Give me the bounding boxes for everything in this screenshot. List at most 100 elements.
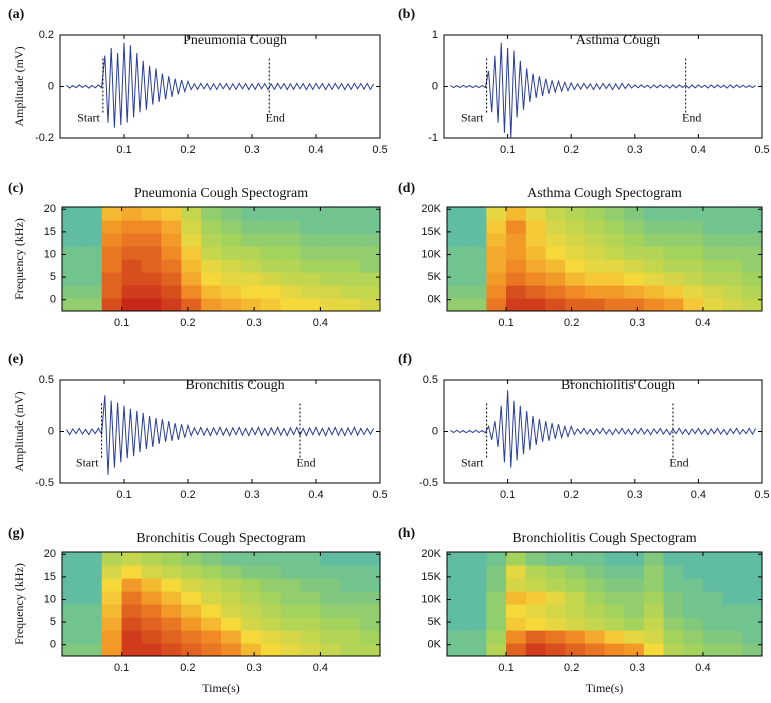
y-tick-label: 0 [48,80,54,92]
heat-cell [742,246,762,260]
heat-cell [201,552,222,566]
heat-cell [663,285,684,299]
heat-cell [604,220,625,234]
heat-cell [320,604,341,618]
heat-cell [604,246,625,260]
heat-cell [447,591,468,605]
heat-cell [486,643,507,656]
heat-cell [486,233,507,247]
heat-cell [584,552,606,566]
heat-cell [161,259,182,273]
y-tick-label: 0K [428,639,442,651]
heat-cell [447,578,468,592]
heat-cell [280,552,302,566]
y-tick-label: 0.5 [423,374,438,386]
heat-cell [320,298,341,311]
heat-cell [221,643,242,656]
heat-cell [683,578,704,592]
heat-cell [466,591,487,605]
heat-cell [447,285,468,299]
x-tick-label: 0.3 [244,489,259,501]
heat-cell [722,565,743,579]
heat-cell [506,578,527,592]
heat-cell [663,259,684,273]
heat-cell [221,298,242,311]
heat-cell [62,552,83,566]
heat-cell [624,604,645,618]
heat-cell [280,630,302,644]
heat-cell [121,578,143,592]
heat-cell [201,298,222,311]
heat-cell [141,272,162,286]
panel-4: Start End 0.1 0.2 0.3 0.4 0.5 -0.5 0 0.5 (e) Bronch… [8,352,388,501]
heat-cell [121,259,143,273]
heat-cell [320,578,341,592]
heat-cell [101,617,123,631]
y-tick-label: -0.2 [35,132,54,144]
x-axis-label: Time(s) [586,681,624,695]
heat-cell [545,643,566,656]
heat-cell [663,578,684,592]
heat-cell [565,220,586,234]
x-tick-label: 0.3 [244,144,259,156]
heat-cell [742,630,762,644]
heat-cell [121,246,143,260]
heat-cell [260,591,282,605]
heat-cell [81,272,103,286]
heat-cell [101,246,123,260]
heat-cell [260,298,282,311]
heat-cell [624,565,645,579]
heat-cell [360,207,380,221]
heat-cell [300,578,321,592]
y-tick-label: 0.2 [39,29,54,41]
heat-cell [663,552,684,566]
y-tick-label: 0 [48,425,54,437]
heat-cell [545,246,566,260]
heat-cell [643,643,665,656]
heat-cell [742,220,762,234]
heat-cell [340,604,361,618]
heat-cell [240,617,262,631]
heat-cell [525,604,547,618]
heat-cell [525,272,547,286]
heat-cell [466,617,487,631]
heat-cell [240,298,262,311]
heat-cell [506,285,527,299]
heat-cell [141,298,162,311]
heat-cell [486,604,507,618]
heat-cell [360,298,380,311]
heat-cell [62,207,83,221]
x-axis-label: Time(s) [202,681,240,695]
heat-cell [161,220,182,234]
heat-cell [181,643,202,656]
heat-cell [320,220,341,234]
heat-cell [201,630,222,644]
heat-cell [260,578,282,592]
heat-cell [506,630,527,644]
heat-cell [466,207,487,221]
heat-cell [643,272,665,286]
heat-cell [101,207,123,221]
heat-cell [280,233,302,247]
heat-cell [447,630,468,644]
heat-cell [702,552,724,566]
x-tick-label: 0.1 [500,144,515,156]
chart-title: Bronchiolitis Cough [561,378,675,393]
heat-cell [663,298,684,311]
heat-cell [81,233,103,247]
heat-cell [624,578,645,592]
heat-cell [565,246,586,260]
heat-cell [161,578,182,592]
heat-cell [447,643,468,656]
heat-cell [62,578,83,592]
heat-cell [506,233,527,247]
heat-cell [643,233,665,247]
heat-cell [340,552,361,566]
heat-cell [161,246,182,260]
heat-cell [624,643,645,656]
heat-cell [565,285,586,299]
heat-cell [81,643,103,656]
heat-cell [466,552,487,566]
heat-cell [545,207,566,221]
heat-cell [280,604,302,618]
